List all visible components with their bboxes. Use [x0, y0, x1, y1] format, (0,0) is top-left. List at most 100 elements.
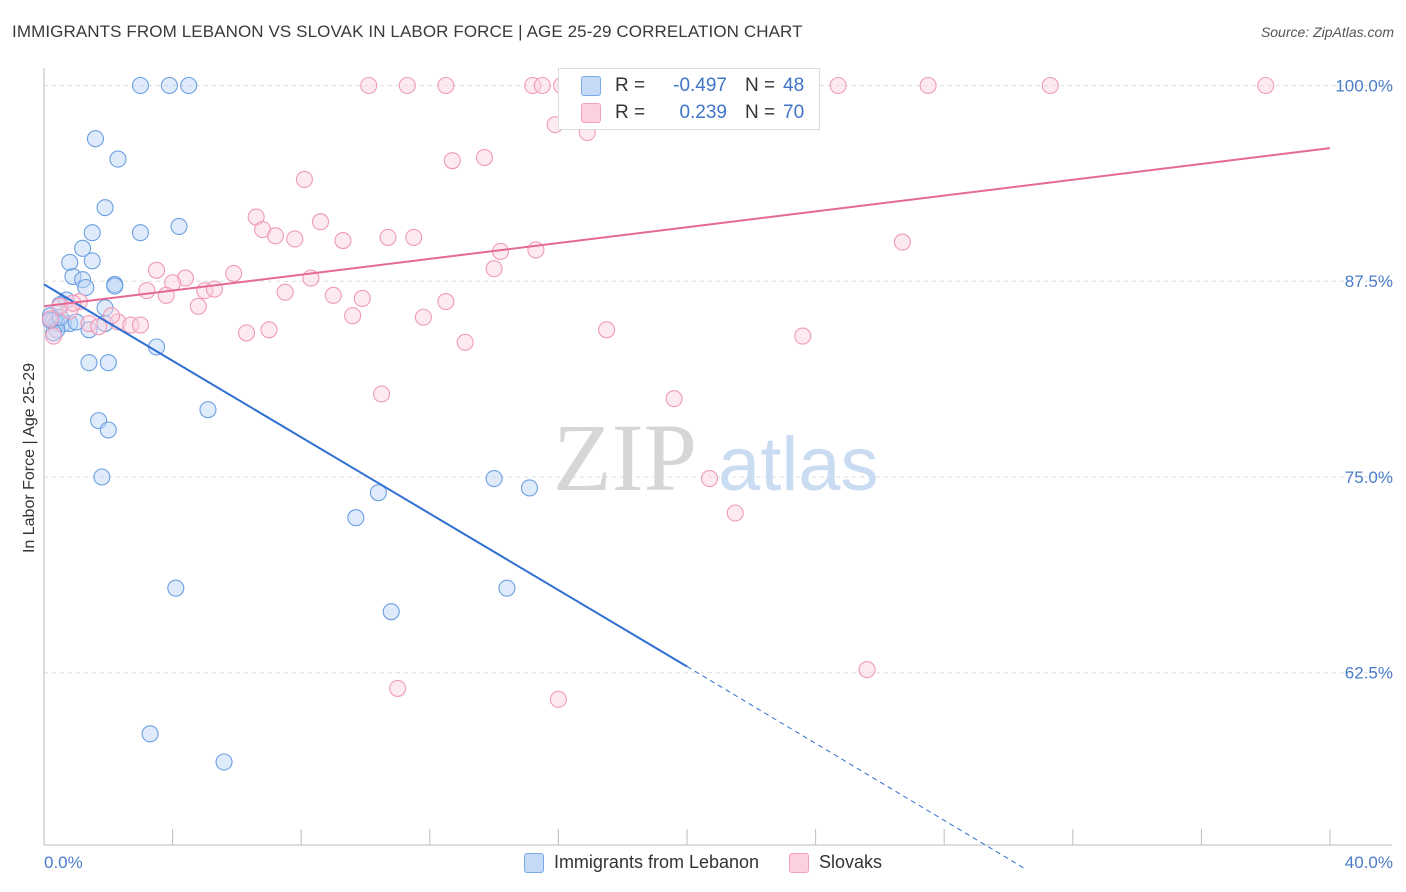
data-point	[80, 354, 98, 372]
data-point	[77, 278, 95, 297]
data-point	[389, 679, 407, 697]
data-point	[437, 76, 455, 95]
data-point	[524, 76, 542, 95]
data-point	[180, 76, 198, 95]
data-point	[311, 213, 330, 231]
data-point	[549, 690, 567, 708]
data-point	[80, 321, 98, 339]
data-point	[90, 318, 108, 336]
legend-label-lebanon: Immigrants from Lebanon	[553, 852, 760, 872]
stats-row-slovaks: R = 0.239 N = 70	[581, 100, 804, 126]
stats-r-label: R =	[615, 102, 646, 123]
legend-swatch-slovaks	[789, 852, 810, 873]
series-lebanon-points	[41, 76, 539, 771]
stats-n-label: N =	[745, 75, 776, 96]
grid-lines	[44, 84, 1392, 674]
data-point	[286, 230, 304, 248]
data-point	[141, 725, 159, 743]
data-point	[919, 76, 937, 95]
series-slovaks-points	[41, 76, 1275, 708]
y-tick-label: 62.5%	[1345, 664, 1393, 683]
stats-n-value: 48	[783, 75, 805, 96]
stats-row-lebanon: R = -0.497 N = 48	[581, 73, 804, 99]
data-point	[347, 509, 365, 527]
data-point	[86, 130, 104, 148]
legend-item-slovaks[interactable]: Slovaks	[789, 852, 882, 873]
data-point	[99, 354, 117, 372]
data-point	[437, 293, 455, 311]
data-point	[160, 76, 178, 95]
data-point	[369, 484, 387, 502]
x-tick-labels: 0.0% 40.0%	[44, 853, 1393, 872]
data-point	[533, 76, 551, 95]
stats-r-value: 0.239	[679, 102, 727, 123]
legend-swatch-lebanon	[523, 852, 544, 873]
data-point	[485, 260, 503, 278]
data-point	[379, 228, 397, 246]
data-point	[215, 753, 233, 771]
data-point	[131, 316, 149, 334]
data-point	[498, 579, 516, 597]
data-point	[360, 76, 378, 95]
data-point	[131, 76, 149, 95]
data-point	[138, 282, 156, 300]
data-point	[93, 468, 111, 486]
watermark-atlas: atlas	[718, 422, 879, 507]
data-point	[858, 661, 876, 679]
data-point	[726, 504, 744, 522]
trend-line-lebanon-extension	[686, 666, 1025, 869]
data-point	[170, 217, 188, 235]
data-point	[794, 327, 812, 345]
data-point	[295, 170, 313, 188]
data-point	[64, 267, 82, 286]
data-point	[475, 148, 494, 167]
data-point	[665, 390, 683, 408]
legend-label-slovaks: Slovaks	[819, 852, 883, 872]
data-point	[109, 150, 127, 168]
data-point	[353, 289, 371, 308]
data-point	[485, 470, 503, 488]
data-point	[1257, 76, 1275, 95]
data-point	[324, 286, 342, 304]
legend-item-lebanon[interactable]: Immigrants from Lebanon	[523, 852, 760, 873]
y-axis-label: In Labor Force | Age 25-29	[21, 363, 38, 553]
data-point	[382, 603, 400, 621]
data-point	[83, 252, 101, 270]
watermark: ZIP atlas	[553, 404, 879, 511]
data-point	[276, 283, 294, 301]
data-point	[893, 233, 911, 251]
stats-n-value: 70	[783, 102, 805, 123]
data-point	[700, 470, 719, 488]
data-point	[520, 479, 539, 497]
data-point	[373, 385, 391, 403]
data-point	[199, 401, 217, 419]
data-point	[45, 327, 63, 345]
stats-box: R = -0.497 N = 48 R = 0.239 N = 70	[558, 68, 820, 130]
data-point	[99, 421, 117, 439]
y-tick-label: 87.5%	[1345, 272, 1393, 291]
data-point	[147, 261, 166, 279]
data-point	[83, 224, 101, 242]
stats-n-label: N =	[745, 102, 776, 123]
data-point	[41, 310, 59, 328]
stats-r-value: -0.497	[673, 75, 727, 96]
data-point	[189, 297, 207, 315]
trend-line-lebanon	[43, 283, 688, 668]
chart-title: IMMIGRANTS FROM LEBANON VS SLOVAK IN LAB…	[12, 22, 803, 41]
watermark-zip: ZIP	[553, 404, 697, 511]
data-point	[266, 227, 285, 245]
data-point	[61, 253, 79, 271]
data-point	[334, 231, 352, 250]
data-point	[398, 76, 416, 95]
data-point	[225, 264, 243, 282]
data-point	[205, 280, 223, 298]
data-point	[106, 277, 124, 295]
data-point	[237, 324, 256, 342]
data-point	[167, 579, 185, 597]
data-point	[1041, 76, 1059, 95]
data-point	[405, 228, 423, 246]
legend: Immigrants from Lebanon Slovaks	[0, 852, 1406, 873]
data-point	[443, 152, 461, 170]
data-point	[67, 313, 85, 331]
